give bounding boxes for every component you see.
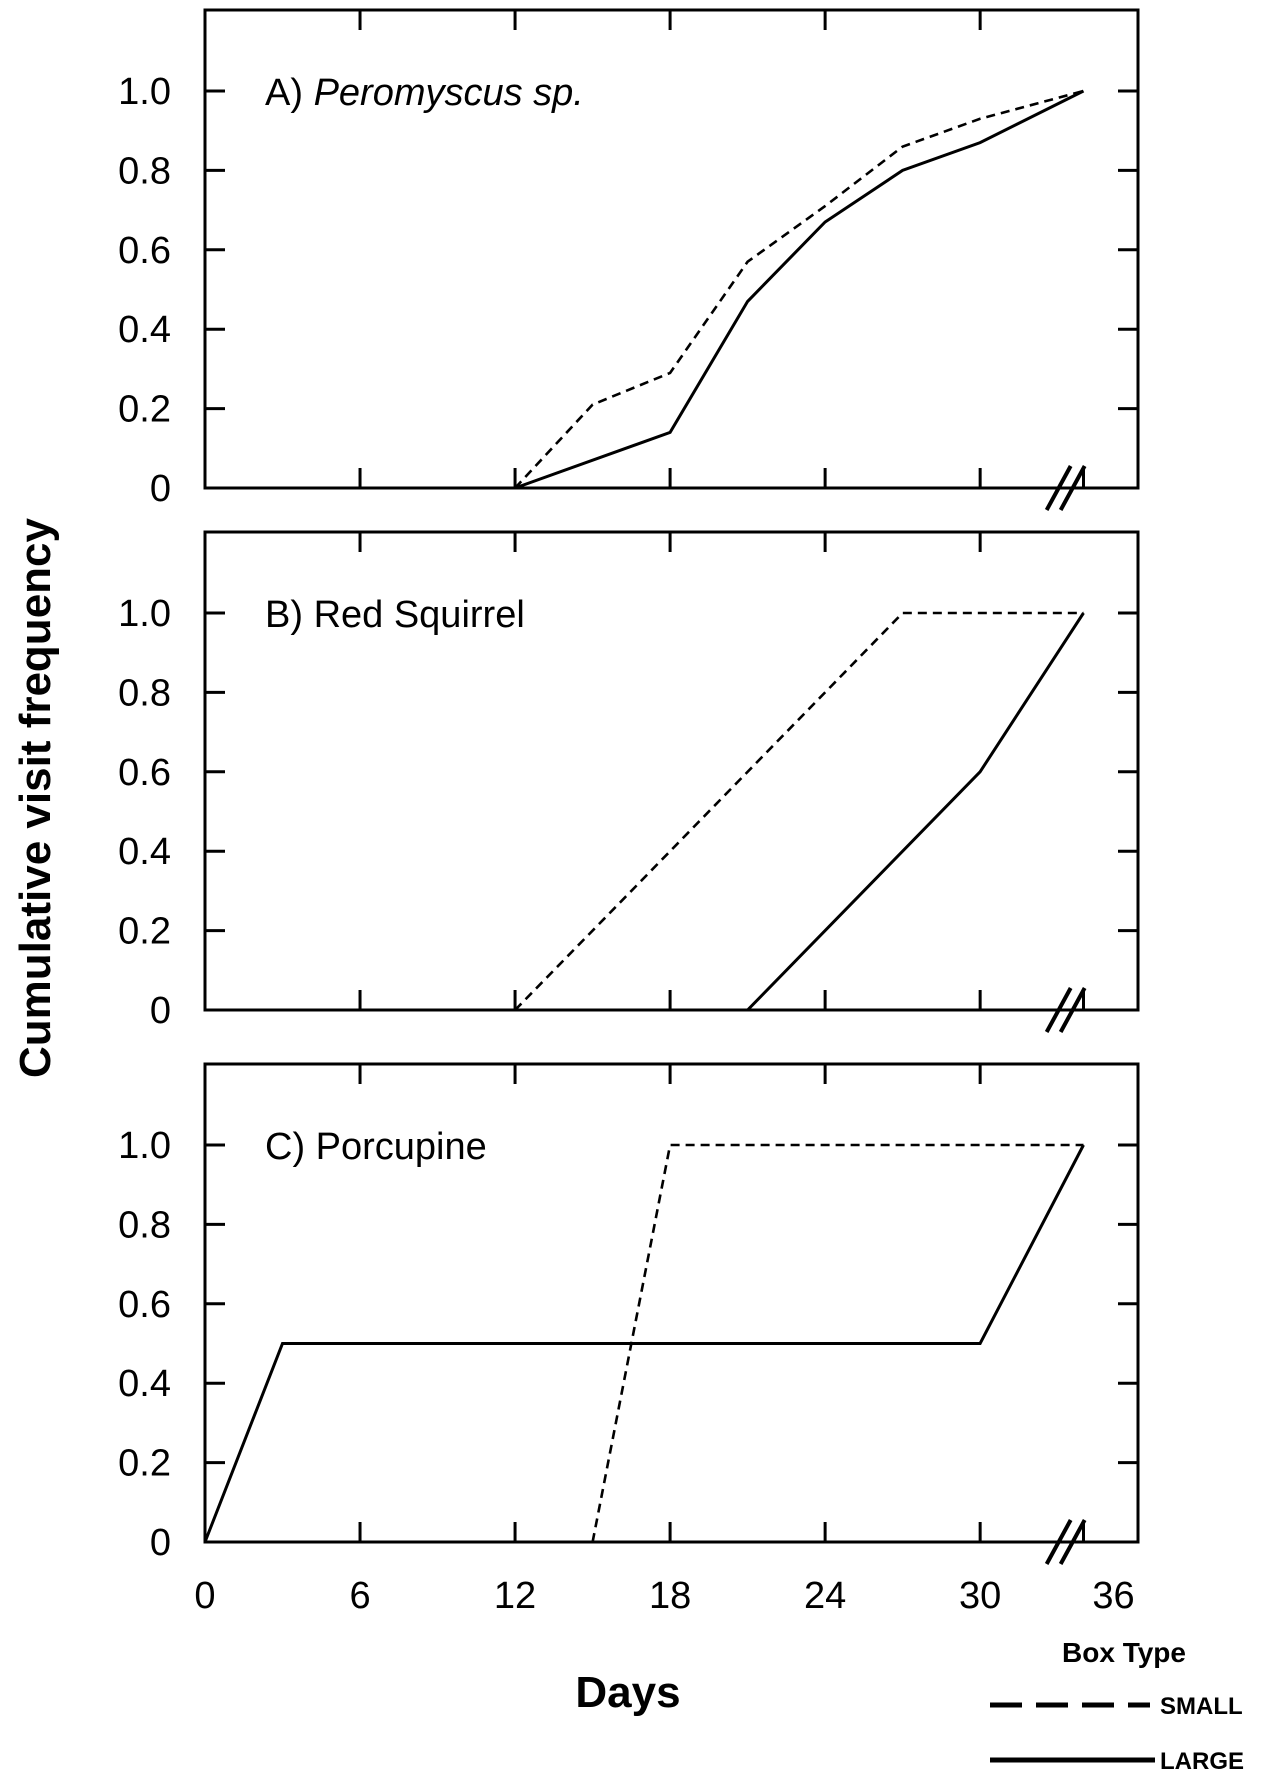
series-line-large	[203, 1144, 1085, 1543]
y-tick-label: 0.4	[118, 831, 171, 873]
panel-title-prefix: C)	[265, 1126, 316, 1168]
panel-title: C) Porcupine	[265, 1126, 487, 1168]
y-tick-label: 0.2	[118, 389, 171, 431]
y-axis-title: Cumulative visit frequency	[11, 518, 60, 1078]
y-tick-label: 0	[150, 990, 171, 1032]
y-tick-label: 0.2	[118, 911, 171, 953]
x-tick-label: 18	[649, 1575, 691, 1617]
y-tick-label: 0.8	[118, 1204, 171, 1246]
y-tick-label: 0.6	[118, 230, 171, 272]
y-tick-label: 0.4	[118, 309, 171, 351]
y-tick-label: 0.4	[118, 1363, 171, 1405]
legend: Box Type SMALL LARGE	[990, 1637, 1244, 1775]
y-tick-label: 0.8	[118, 672, 171, 714]
panel-title-name: Porcupine	[316, 1126, 487, 1168]
panel-title-prefix: B)	[265, 594, 314, 636]
x-tick-label: 0	[194, 1575, 215, 1617]
y-tick-label: 0.2	[118, 1443, 171, 1485]
y-tick-label: 0.6	[118, 752, 171, 794]
y-tick-label: 0	[150, 1522, 171, 1564]
chart-panels: 0 0.2 0.4 0.6 0.8 1.0 A) Peromyscus sp. 0 0.2 0.4…	[118, 8, 1140, 1617]
axis-break-mark	[1058, 465, 1087, 511]
series-line-large	[746, 612, 1085, 1012]
y-tick-label: 1.0	[118, 593, 171, 635]
panel-c: 0 0.2 0.4 0.6 0.8 1.0 C) Porcupine	[118, 1062, 1140, 1565]
series-line-small	[514, 89, 1084, 489]
y-tick-label: 1.0	[118, 1125, 171, 1167]
panel-b: 0 0.2 0.4 0.6 0.8 1.0 B) Red Squirrel	[118, 530, 1140, 1033]
x-tick-label: 30	[959, 1575, 1001, 1617]
y-tick-label: 0	[150, 468, 171, 510]
panel-title-name: Red Squirrel	[314, 594, 525, 636]
y-tick-label: 0.8	[118, 150, 171, 192]
panel-title: B) Red Squirrel	[265, 594, 525, 636]
y-tick-label: 0.6	[118, 1284, 171, 1326]
panel-a: 0 0.2 0.4 0.6 0.8 1.0 A) Peromyscus sp.	[118, 8, 1140, 511]
series-line-small	[591, 1143, 1084, 1543]
series-line-large	[514, 89, 1085, 490]
legend-label-large: LARGE	[1160, 1748, 1244, 1775]
axis-break-mark	[1044, 465, 1073, 511]
axis-break-mark	[1044, 987, 1073, 1033]
panel-title: A) Peromyscus sp.	[265, 72, 584, 114]
axis-break-mark	[1058, 987, 1087, 1033]
x-tick-label: 12	[494, 1575, 536, 1617]
axis-break-mark	[1044, 1519, 1073, 1565]
x-tick-label: 6	[349, 1575, 370, 1617]
panel-title-name: Peromyscus sp.	[314, 72, 584, 114]
panel-title-prefix: A)	[265, 72, 314, 114]
legend-title: Box Type	[1062, 1637, 1186, 1668]
series-line-small	[514, 611, 1084, 1011]
axis-break-mark	[1058, 1519, 1087, 1565]
y-tick-label: 1.0	[118, 71, 171, 113]
x-axis-title: Days	[575, 1668, 680, 1717]
x-tick-label: 24	[804, 1575, 846, 1617]
legend-label-small: SMALL	[1160, 1693, 1243, 1720]
x-tick-label: 36	[1092, 1575, 1134, 1617]
